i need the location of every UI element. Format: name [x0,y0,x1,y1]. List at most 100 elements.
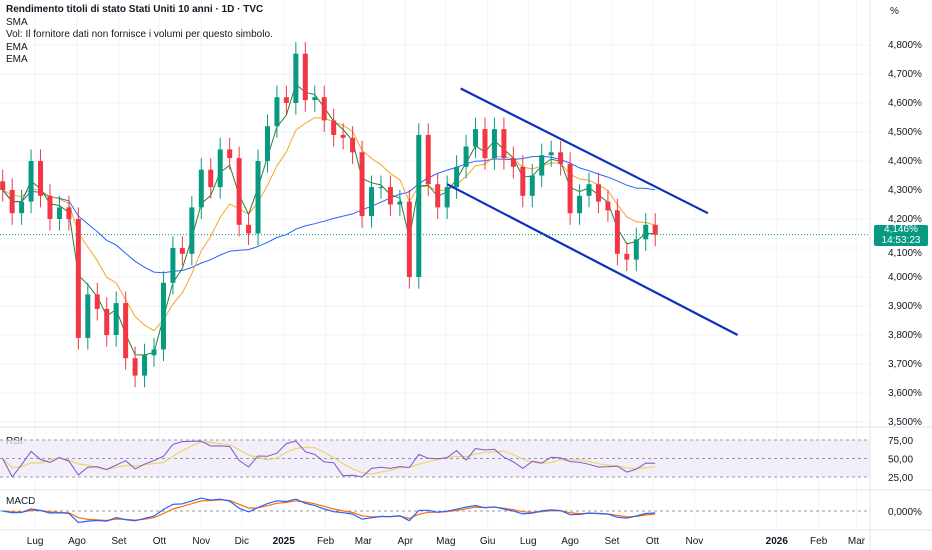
candle-body [132,358,138,376]
candle-body [491,129,497,159]
x-tick-label: Mag [436,536,455,547]
y-tick-label: 4,000% [888,272,922,283]
rsi-tick-label: 75,00 [888,436,913,447]
x-tick-label: Nov [192,536,210,547]
x-tick-label: Feb [810,536,828,547]
candle-body [416,134,422,277]
candle-body [425,134,431,185]
candle-body [510,158,516,167]
x-tick-label: 2025 [273,536,296,547]
ema-slow-line [2,117,656,332]
x-tick-label: Ott [153,536,167,547]
candle-body [406,201,412,277]
candle-body [208,169,214,188]
candle-body [605,201,611,211]
candle-body [113,303,119,335]
candle-body [9,190,15,214]
candle-body [652,224,658,235]
sma-line [2,155,656,274]
candle-body [179,248,185,254]
candle-body [0,181,6,190]
candle-body [312,97,318,101]
macd-tick-label: 0,000% [888,507,922,518]
rsi-ma-line [2,441,656,475]
candle-body [321,97,327,121]
candle-body [47,195,53,219]
x-tick-label: Nov [685,536,703,547]
candle-body [482,129,488,159]
x-tick-label: Mar [848,536,866,547]
x-tick-label: Apr [397,536,413,547]
candle-body [359,152,365,217]
candle-body [624,253,630,260]
x-tick-label: Mar [355,536,373,547]
candle-body [548,152,554,156]
symbol-title[interactable]: Rendimento titoli di stato Stati Uniti 1… [6,4,264,15]
ema-legend-1[interactable]: EMA [6,41,28,53]
candle-body [66,207,72,219]
candle-body [302,53,308,101]
y-tick-label: 3,500% [888,417,922,428]
x-tick-label: Dic [235,536,249,547]
macd-label[interactable]: MACD [6,496,36,507]
candle-body [387,187,393,205]
candle-body [38,161,44,196]
candle-body [75,219,81,338]
candle-body [160,282,166,350]
candle-body [274,97,280,127]
y-tick-label: 3,900% [888,301,922,312]
y-tick-label: 4,600% [888,98,922,109]
y-tick-label: 4,300% [888,185,922,196]
x-tick-label: Feb [317,536,335,547]
candle-body [293,53,299,103]
rsi-tick-label: 50,00 [888,455,913,466]
y-tick-label: 4,100% [888,248,922,259]
current-price-tag: 4,146% 14:53:23 [874,224,928,246]
sma-legend[interactable]: SMA [6,16,28,28]
x-tick-label: Ago [561,536,579,547]
rsi-tick-label: 25,00 [888,473,913,484]
candle-body [104,308,110,335]
candle-body [255,161,261,234]
x-tick-label: Giu [480,536,496,547]
candle-body [236,158,242,225]
candle-body [56,207,62,219]
candle-body [85,294,91,338]
candle-body [264,126,270,161]
x-tick-label: Ago [68,536,86,547]
chart-legend: Rendimento titoli di stato Stati Uniti 1… [6,4,273,67]
x-tick-label: Lug [27,536,44,547]
candle-body [350,137,356,153]
candle-body [123,303,129,359]
candle-body [567,163,573,214]
y-tick-label: 4,500% [888,127,922,138]
candle-body [595,184,601,202]
candle-body [151,349,157,356]
ema-legend-2[interactable]: EMA [6,54,28,65]
x-tick-label: Ott [646,536,660,547]
candle-body [189,207,195,254]
rsi-line [2,440,656,478]
x-tick-label: Set [111,536,126,547]
bar-countdown: 14:53:23 [881,234,921,246]
candle-body [435,184,441,208]
channel-upper-trendline [460,87,709,215]
candle-body [331,120,337,135]
unit-label: % [890,6,899,17]
candle-body [397,201,403,205]
candle-body [378,187,384,189]
candle-body [28,161,34,202]
candle-body [501,129,507,159]
candle-body [539,155,545,176]
x-tick-label: Lug [520,536,537,547]
candle-body [454,166,460,188]
candle-body [577,195,583,214]
candle-body [227,149,233,159]
macd-line [2,497,656,524]
x-tick-label: 2026 [766,536,789,547]
candle-body [340,134,346,138]
candle-body [170,248,176,283]
candle-body [520,166,526,196]
channel-lower-trendline [446,183,739,336]
